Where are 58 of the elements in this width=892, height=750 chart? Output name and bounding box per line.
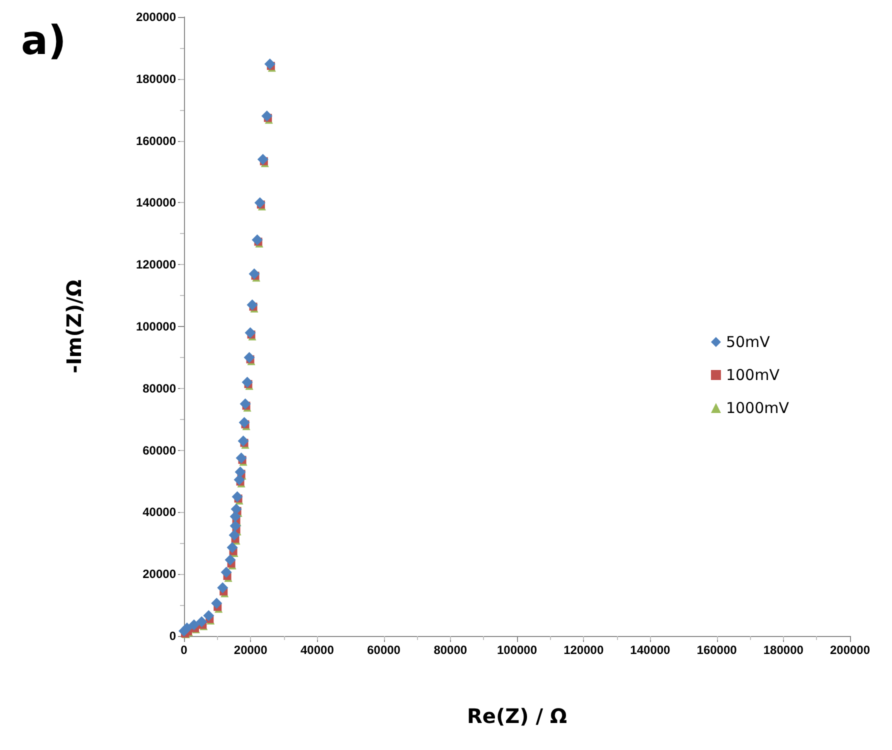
point <box>264 58 276 70</box>
y-axis-title: -Im(Z)/Ω <box>62 280 86 374</box>
legend-label: 100mV <box>726 366 780 384</box>
point <box>244 352 255 363</box>
x-tick-label: 40000 <box>300 643 334 657</box>
x-axis-title: Re(Z) / Ω <box>467 704 567 728</box>
point <box>248 268 260 280</box>
y-tick-label: 200000 <box>136 10 176 24</box>
y-tick-label: 180000 <box>136 72 176 86</box>
point <box>252 234 263 246</box>
x-tick-label: 60000 <box>367 643 401 657</box>
point <box>257 154 268 165</box>
x-tick-label: 120000 <box>564 643 604 657</box>
y-tick-label: 40000 <box>142 505 176 520</box>
point <box>236 452 247 464</box>
point <box>254 197 266 208</box>
point <box>230 520 241 532</box>
point <box>242 376 253 388</box>
point <box>246 299 258 310</box>
y-tick-label: 20000 <box>142 567 176 582</box>
y-tick-label: 120000 <box>136 258 176 272</box>
x-tick-label: 80000 <box>434 643 468 657</box>
point <box>230 504 242 515</box>
y-tick-label: 60000 <box>142 443 176 458</box>
point <box>228 530 240 541</box>
point <box>244 327 256 338</box>
x-tick-label: 140000 <box>630 643 671 657</box>
x-tick-label: 160000 <box>696 643 738 657</box>
y-tick-label: 80000 <box>142 381 176 396</box>
legend-label: 50mV <box>726 333 771 351</box>
y-tick-label: 0 <box>169 629 176 643</box>
chart-title: a) <box>21 18 66 64</box>
x-tick-label: 200000 <box>830 643 870 657</box>
point <box>230 511 241 522</box>
x-tick-label: 0 <box>180 643 188 657</box>
point <box>188 619 200 630</box>
x-tick-label: 100000 <box>496 643 538 657</box>
y-tick-label: 140000 <box>136 196 176 210</box>
point <box>261 110 272 122</box>
point <box>220 566 232 578</box>
point <box>238 436 249 447</box>
point <box>196 616 208 628</box>
point <box>234 474 245 486</box>
y-tick-label: 100000 <box>136 320 176 334</box>
point <box>232 491 243 502</box>
point <box>203 610 214 622</box>
point <box>217 582 228 594</box>
x-tick-label: 180000 <box>763 643 804 657</box>
x-tick-label: 20000 <box>234 643 268 657</box>
legend-label: 1000mV <box>726 399 790 417</box>
point <box>238 416 250 428</box>
point <box>181 622 192 634</box>
point <box>226 542 238 553</box>
point <box>234 466 246 478</box>
point <box>211 598 222 609</box>
y-tick-label: 160000 <box>136 134 176 148</box>
point <box>224 554 236 566</box>
point <box>240 398 251 410</box>
